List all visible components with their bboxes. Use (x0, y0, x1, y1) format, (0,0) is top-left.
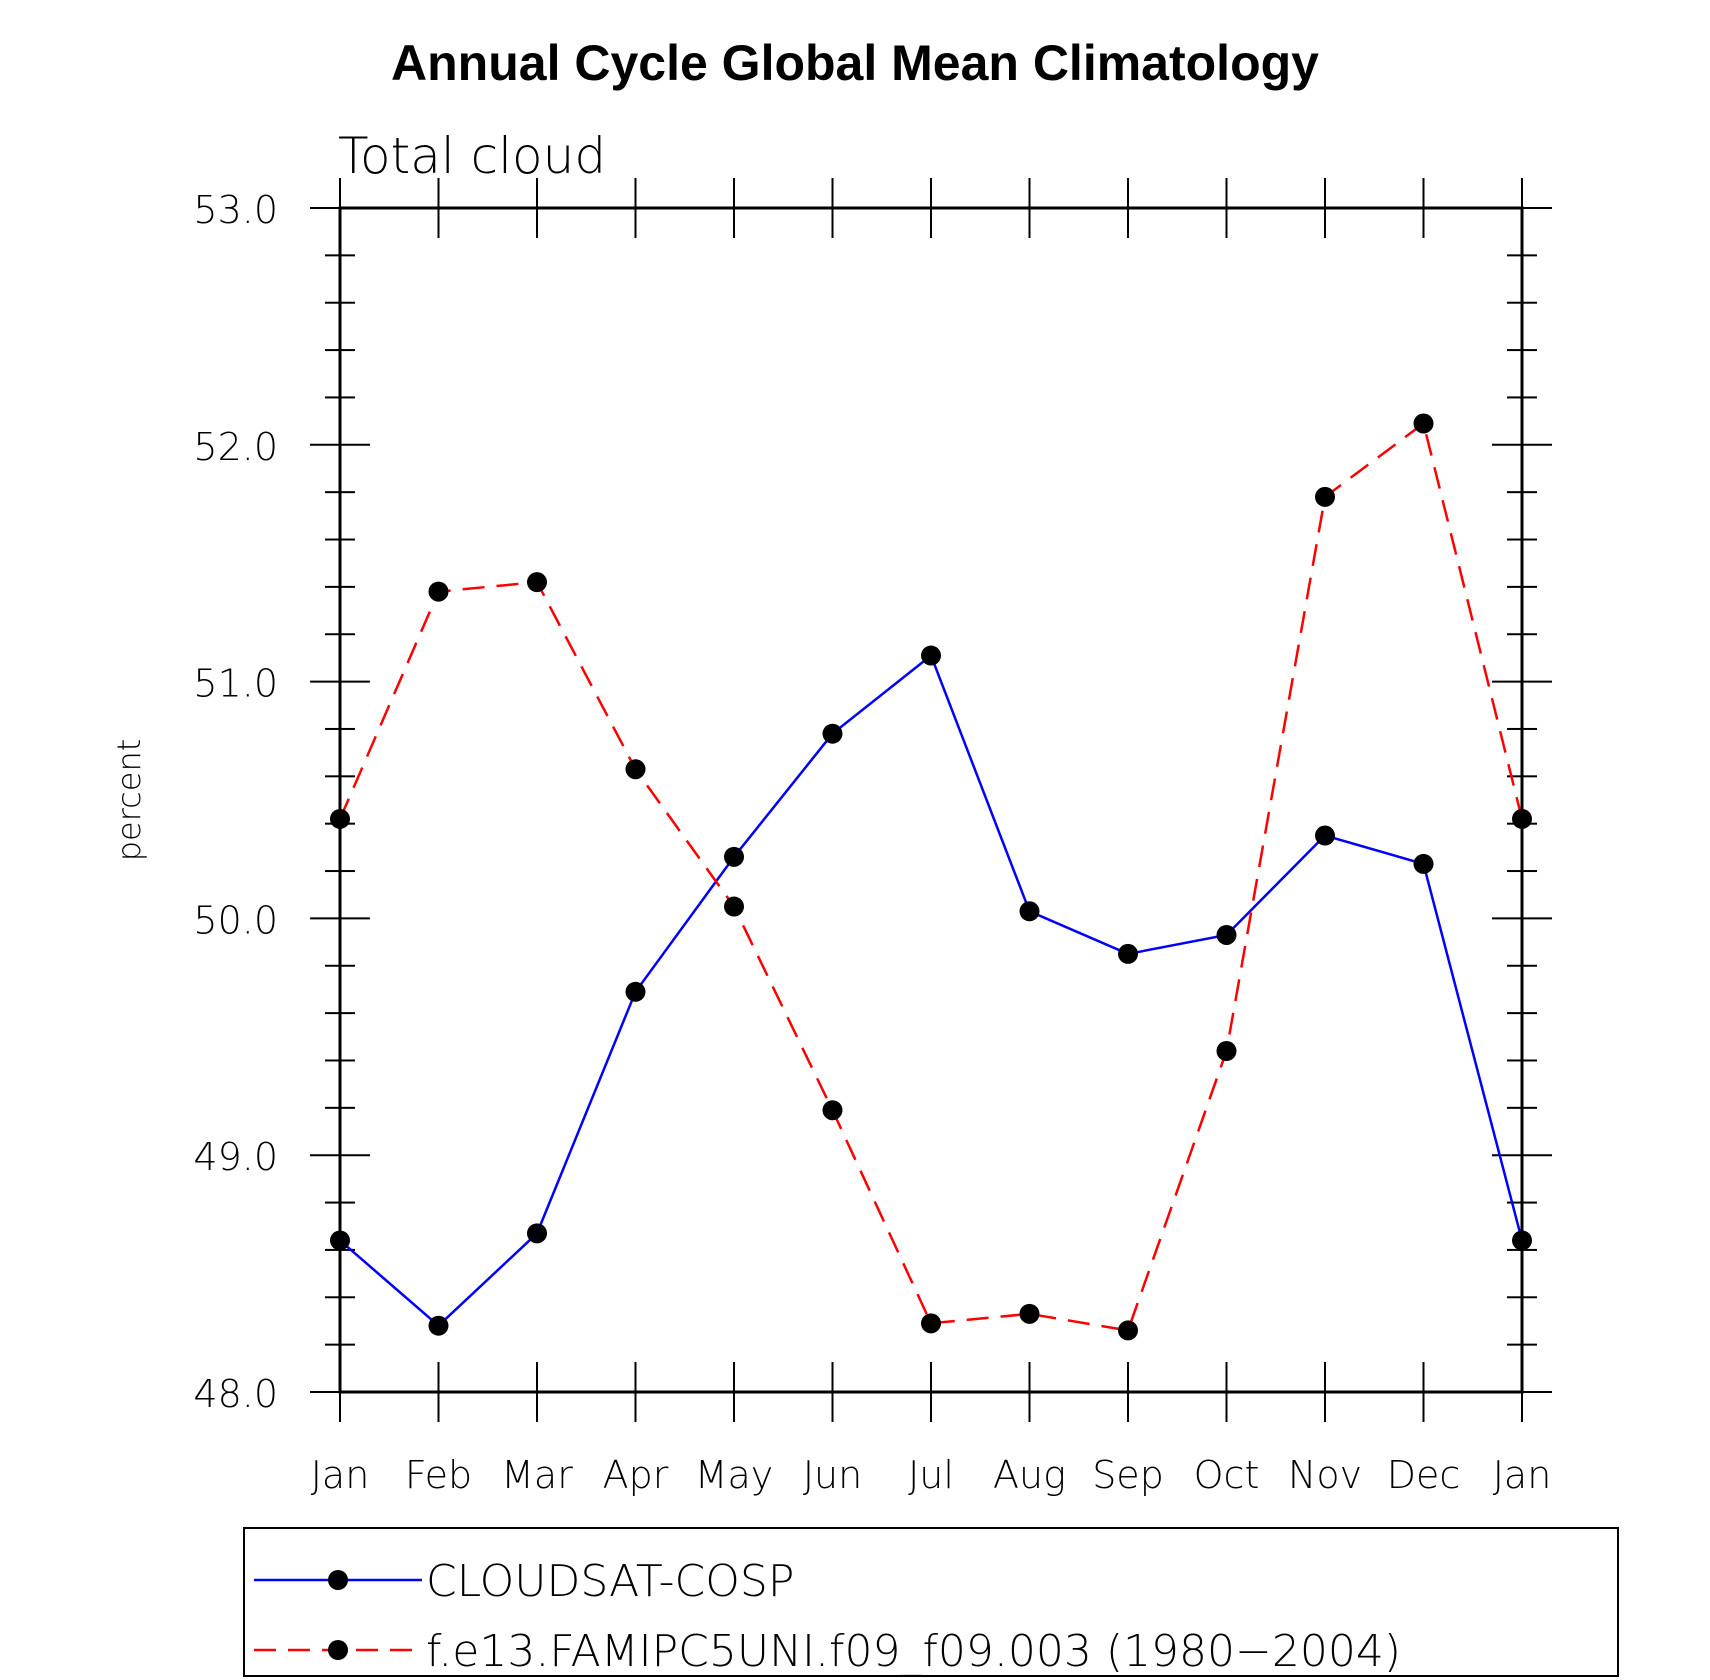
data-point (625, 981, 646, 1002)
data-point (1512, 1230, 1532, 1251)
data-point (724, 896, 744, 917)
y-tick-label: 50.0 (193, 898, 278, 942)
data-point (330, 808, 350, 829)
data-point (1216, 1041, 1237, 1062)
y-tick-label: 52.0 (193, 425, 278, 469)
data-point (527, 572, 547, 593)
chart-title: Annual Cycle Global Mean Climatology (391, 35, 1319, 91)
series-line (338, 421, 1524, 1332)
y-tick-label: 51.0 (193, 662, 278, 706)
data-point (1118, 943, 1138, 964)
series-line (339, 653, 1524, 1328)
x-tick-label: Sep (1092, 1453, 1164, 1497)
data-point (822, 1100, 843, 1121)
legend-label-1: CLOUDSAT-COSP (426, 1556, 794, 1607)
x-tick-label: Jan (1493, 1453, 1552, 1497)
plot-frame (338, 206, 1524, 1394)
data-point (921, 645, 941, 666)
x-tick-label: Dec (1387, 1453, 1461, 1497)
data-point (822, 723, 843, 744)
data-point (724, 846, 744, 867)
x-tick-label: Jun (803, 1453, 862, 1497)
x-tick-label: Feb (405, 1453, 472, 1497)
data-point (428, 1315, 449, 1336)
y-axis-label: percent (110, 739, 148, 862)
data-point (428, 581, 449, 602)
data-point (1413, 853, 1434, 874)
chart-subtitle: Total cloud (338, 127, 606, 185)
data-point (1512, 808, 1532, 829)
series-1 (330, 645, 1532, 1336)
data-point (1019, 1303, 1040, 1324)
x-tick-label: Jan (311, 1453, 370, 1497)
data-point (921, 1313, 941, 1334)
data-point (1315, 825, 1335, 846)
data-point (1019, 901, 1040, 922)
x-tick-label: Apr (603, 1453, 669, 1497)
x-tick-label: Nov (1288, 1453, 1362, 1497)
data-point (1216, 924, 1237, 945)
series-2 (330, 413, 1532, 1341)
legend-label-2: f.e13.FAMIPC5UNI.f09_f09.003 (1980−2004) (426, 1626, 1401, 1677)
x-tick-label: Jul (908, 1453, 954, 1497)
axes: 48.0 49.0 50.0 51.0 52.0 53.0 Jan Feb Mar Apr May J… (193, 178, 1552, 1497)
legend: CLOUDSAT-COSP f.e13.FAMIPC5UNI.f09_f09.00… (243, 1527, 1619, 1677)
data-point (1118, 1320, 1138, 1341)
y-tick-label: 48.0 (193, 1372, 278, 1416)
series-layer (330, 413, 1532, 1341)
data-point (1315, 486, 1335, 507)
legend-marker-1 (328, 1570, 348, 1590)
y-tick-label: 49.0 (193, 1135, 278, 1179)
x-tick-label: Oct (1194, 1453, 1260, 1497)
data-point (1413, 413, 1434, 434)
data-point (625, 759, 646, 780)
x-tick-label: Aug (993, 1453, 1066, 1497)
data-point (527, 1223, 547, 1244)
x-tick-label: Mar (501, 1453, 573, 1497)
legend-box (243, 1527, 1619, 1677)
y-tick-label: 53.0 (193, 188, 278, 232)
x-tick-label: May (695, 1453, 774, 1497)
legend-marker-2 (328, 1640, 348, 1660)
data-point (330, 1230, 350, 1251)
